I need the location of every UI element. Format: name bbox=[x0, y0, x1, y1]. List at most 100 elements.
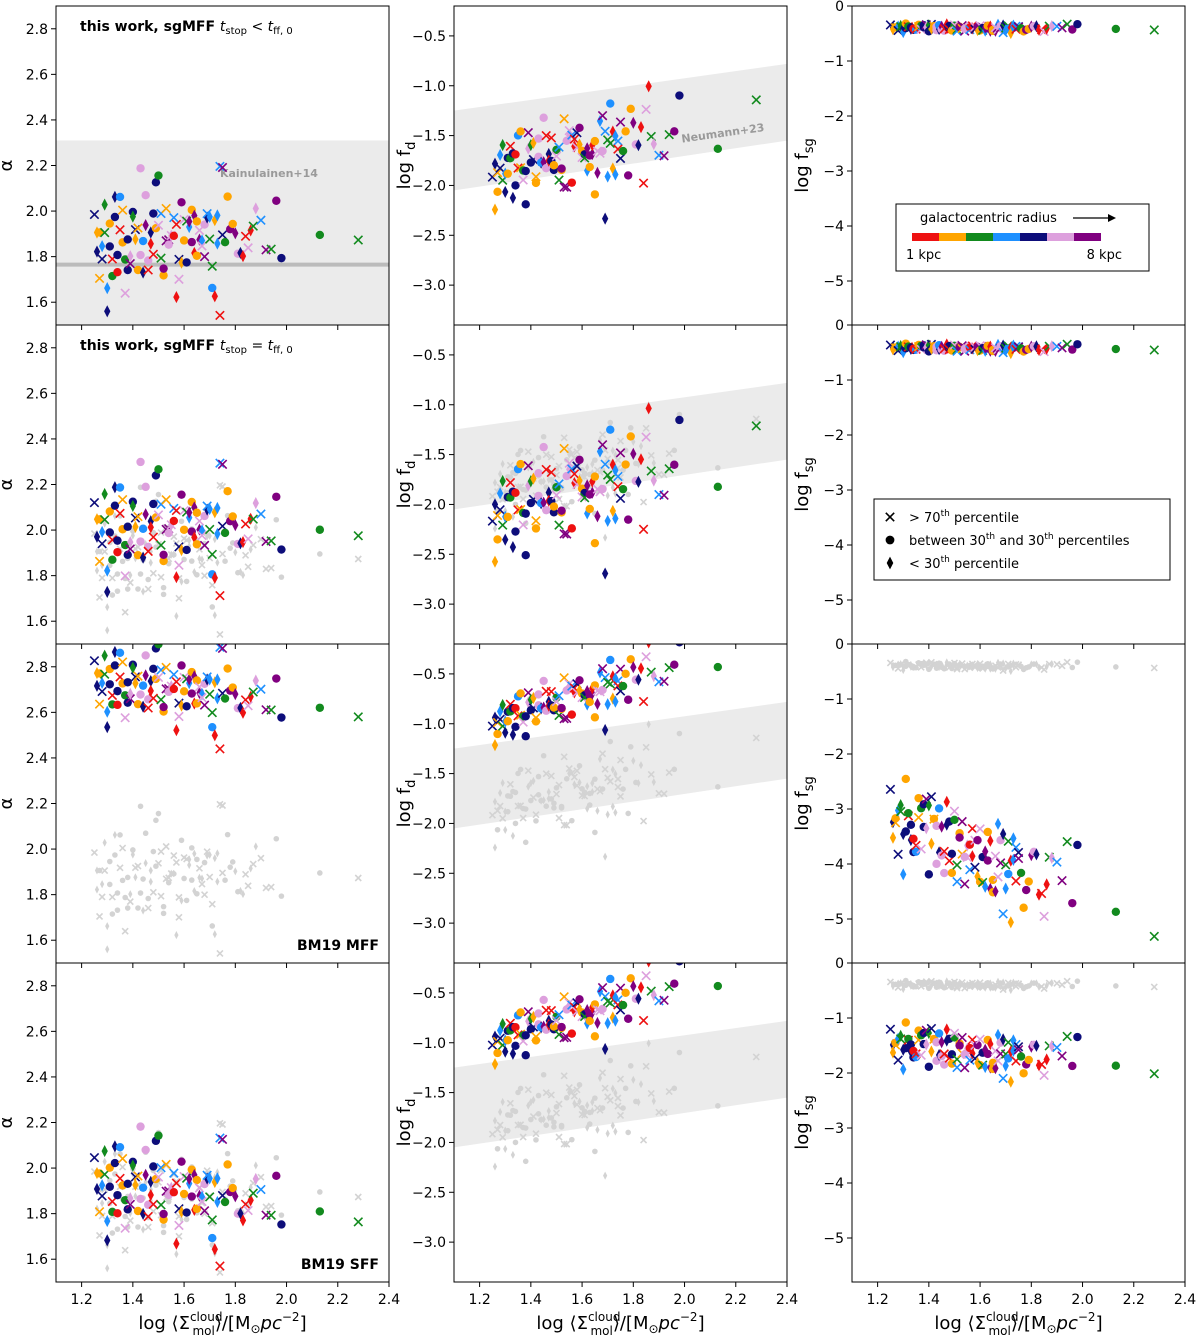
grey-point bbox=[568, 769, 576, 777]
data-point-b bbox=[217, 1134, 228, 1145]
data-point-b bbox=[929, 814, 939, 824]
data-point bbox=[496, 705, 504, 718]
data-point-b bbox=[977, 877, 988, 888]
grey-point bbox=[625, 810, 631, 817]
data-point bbox=[208, 283, 217, 293]
grey-point bbox=[605, 810, 610, 819]
data-point-b bbox=[117, 1153, 128, 1164]
data-point-b bbox=[204, 1192, 215, 1202]
panel-plot-area bbox=[454, 382, 787, 580]
grey-point bbox=[926, 659, 931, 668]
grey-point bbox=[616, 756, 625, 764]
data-point bbox=[177, 198, 186, 207]
grey-point bbox=[613, 1088, 618, 1098]
data-point bbox=[938, 820, 945, 833]
data-point bbox=[1035, 1059, 1043, 1072]
grey-point bbox=[198, 561, 206, 569]
data-point bbox=[94, 699, 105, 709]
grey-point bbox=[1074, 978, 1081, 984]
data-point bbox=[511, 150, 520, 159]
data-point bbox=[111, 1140, 119, 1153]
data-point-b bbox=[1062, 19, 1072, 29]
data-point bbox=[217, 162, 228, 173]
data-point bbox=[123, 698, 132, 707]
grey-point-b bbox=[121, 1246, 129, 1254]
data-point bbox=[113, 536, 122, 545]
data-point bbox=[104, 1215, 111, 1228]
grey-point-b bbox=[218, 801, 227, 810]
y-tick-label: −0.5 bbox=[412, 29, 446, 45]
data-point bbox=[169, 684, 179, 694]
data-point bbox=[143, 265, 153, 275]
data-point bbox=[169, 1188, 179, 1197]
data-point bbox=[623, 695, 633, 704]
grey-point-b bbox=[517, 1121, 525, 1129]
data-point bbox=[542, 163, 551, 173]
grey-point bbox=[201, 859, 208, 866]
grey-point bbox=[560, 753, 568, 761]
y-tick-label: −1 bbox=[823, 373, 844, 389]
panel-frame bbox=[55, 643, 390, 964]
y-tick-label: −1.0 bbox=[412, 717, 446, 733]
grey-point bbox=[503, 825, 508, 834]
grey-point bbox=[573, 1086, 581, 1094]
x-label-unit: pc bbox=[1056, 1313, 1078, 1334]
grey-point bbox=[100, 1199, 105, 1208]
data-point bbox=[101, 487, 108, 501]
grey-point bbox=[586, 1121, 593, 1127]
data-point bbox=[239, 250, 247, 263]
data-point bbox=[1111, 907, 1121, 917]
data-point bbox=[223, 1160, 232, 1169]
data-point-b bbox=[197, 530, 207, 541]
y-tick-label: −1.5 bbox=[412, 767, 446, 783]
data-point bbox=[353, 531, 364, 541]
data-point-b bbox=[143, 703, 153, 713]
data-point bbox=[638, 524, 649, 535]
data-point bbox=[637, 981, 645, 994]
data-point bbox=[147, 684, 154, 697]
data-point bbox=[885, 784, 896, 795]
grey-point bbox=[140, 876, 146, 882]
legend-pre: between 30 bbox=[909, 534, 986, 549]
x-tick-label: 1.8 bbox=[1020, 1292, 1042, 1308]
data-point bbox=[621, 988, 630, 997]
data-point bbox=[156, 694, 166, 705]
y-tick-label: −3.0 bbox=[412, 1235, 446, 1251]
grey-point bbox=[560, 821, 568, 829]
grey-point bbox=[529, 1113, 537, 1121]
data-point bbox=[995, 858, 1006, 868]
y-tick-label: −2.0 bbox=[412, 1135, 446, 1151]
data-point bbox=[919, 800, 928, 809]
data-point bbox=[904, 809, 913, 818]
grey-point bbox=[507, 793, 514, 800]
data-point-b bbox=[215, 590, 225, 601]
grey-point bbox=[1150, 983, 1158, 991]
data-point bbox=[127, 536, 134, 549]
data-point bbox=[240, 519, 251, 529]
grey-point bbox=[244, 563, 252, 571]
grey-point bbox=[752, 734, 760, 742]
grey-point bbox=[114, 1226, 121, 1232]
data-point-b bbox=[215, 310, 225, 321]
grey-point-b bbox=[752, 415, 760, 423]
data-point bbox=[169, 1168, 179, 1178]
data-point bbox=[215, 590, 225, 601]
grey-point bbox=[194, 890, 200, 897]
grey-point bbox=[130, 847, 136, 853]
data-point bbox=[916, 1050, 926, 1060]
data-point-b bbox=[1149, 931, 1160, 942]
grey-point bbox=[607, 419, 614, 426]
data-points bbox=[487, 402, 762, 580]
grey-point bbox=[238, 886, 243, 895]
data-point-b bbox=[615, 117, 626, 127]
data-point-b bbox=[143, 546, 153, 557]
data-point bbox=[232, 1190, 239, 1203]
data-point bbox=[557, 1022, 566, 1032]
grey-point bbox=[124, 586, 131, 592]
data-points bbox=[885, 774, 1160, 942]
data-point bbox=[169, 516, 179, 526]
data-point bbox=[503, 169, 512, 178]
data-point-b bbox=[970, 862, 980, 873]
data-point bbox=[115, 192, 125, 202]
